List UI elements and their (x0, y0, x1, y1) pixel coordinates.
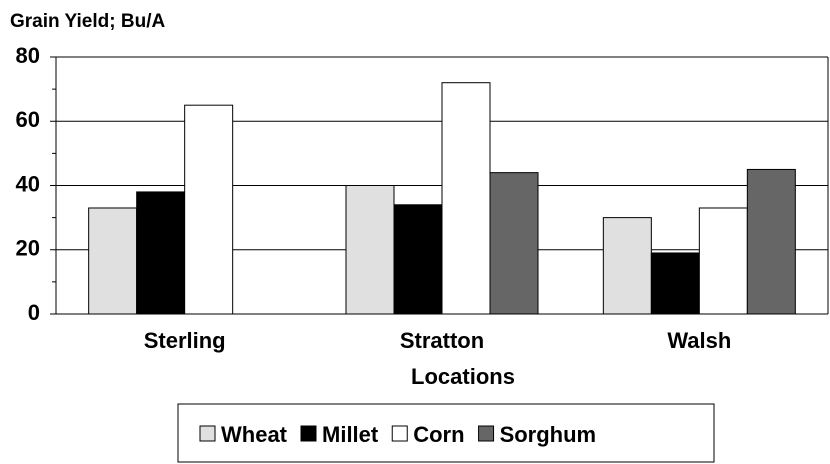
bar (441, 82, 491, 315)
bar (345, 185, 395, 315)
legend-box (177, 403, 715, 463)
x-tick-label: Stratton (400, 328, 484, 353)
y-tick-label: 80 (16, 43, 40, 68)
y-tick-label: 40 (16, 171, 40, 196)
legend-swatch (199, 425, 216, 442)
legend-swatch (300, 425, 317, 442)
bar (698, 207, 748, 315)
legend-label: Corn (413, 422, 464, 447)
chart-title: Grain Yield; Bu/A (10, 11, 165, 32)
x-tick-label: Walsh (667, 328, 731, 353)
bar (489, 172, 539, 315)
x-tick-label: Sterling (144, 328, 226, 353)
x-axis-label: Locations (411, 364, 515, 389)
legend-label: Millet (322, 422, 379, 447)
bar (650, 252, 700, 315)
y-tick-label: 60 (16, 107, 40, 132)
legend-swatch (478, 425, 495, 442)
legend-label: Wheat (221, 422, 288, 447)
bar (393, 204, 443, 315)
bar (184, 104, 234, 315)
y-tick-label: 0 (28, 300, 40, 325)
legend-swatch (391, 425, 408, 442)
bar (136, 191, 186, 315)
bar (746, 168, 796, 315)
legend-label: Sorghum (500, 422, 597, 447)
bar (602, 217, 652, 315)
y-tick-label: 20 (16, 236, 40, 261)
bar (88, 207, 138, 315)
